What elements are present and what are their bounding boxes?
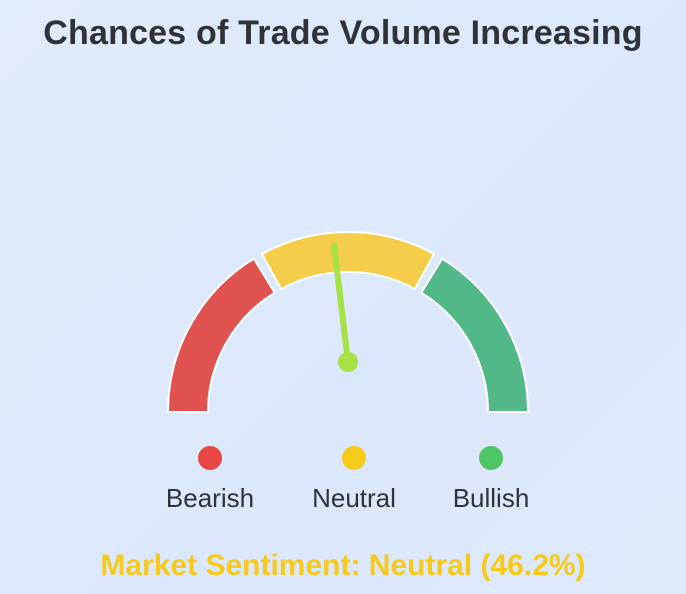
gauge-zones (166, 231, 530, 413)
legend-label-bearish: Bearish (165, 483, 255, 513)
legend-item-bearish: Bearish (140, 446, 280, 514)
legend: Bearish Neutral Bullish (0, 446, 686, 526)
gauge-needle-hub (338, 352, 358, 372)
legend-label-bullish: Bullish (452, 483, 530, 513)
legend-item-bullish: Bullish (421, 446, 561, 514)
market-sentiment-label: Market Sentiment: Neutral (46.2%) (100, 549, 586, 582)
legend-dot-neutral (342, 446, 366, 470)
gauge-needle-group (330, 242, 358, 372)
chart-title: Chances of Trade Volume Increasing (43, 14, 643, 52)
legend-dot-bearish (198, 446, 222, 470)
gauge-zone-bearish (166, 257, 277, 413)
gauge-zone-bullish (419, 257, 530, 413)
gauge-needle (330, 242, 351, 363)
gauge-zone-neutral (260, 231, 436, 291)
legend-dot-bullish (479, 446, 503, 470)
legend-item-neutral: Neutral (284, 446, 424, 514)
legend-label-neutral: Neutral (312, 483, 396, 513)
